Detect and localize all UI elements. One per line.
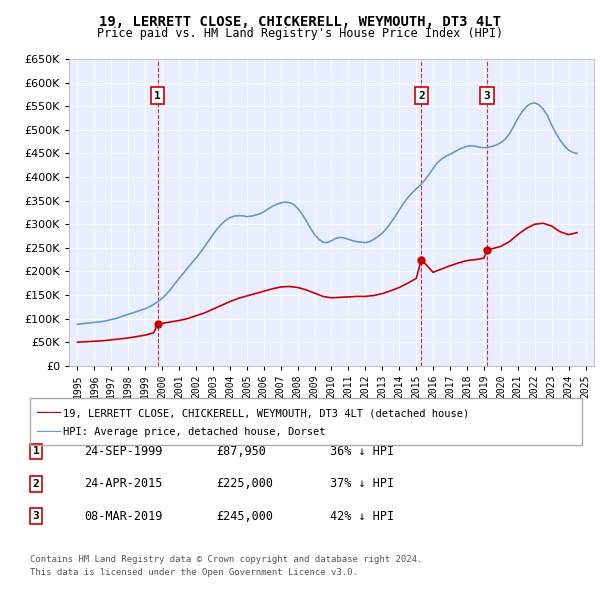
Text: 24-APR-2015: 24-APR-2015 bbox=[84, 477, 163, 490]
Text: 3: 3 bbox=[484, 91, 490, 101]
Text: 2: 2 bbox=[418, 91, 425, 101]
Text: This data is licensed under the Open Government Licence v3.0.: This data is licensed under the Open Gov… bbox=[30, 568, 358, 577]
Text: £245,000: £245,000 bbox=[216, 510, 273, 523]
Text: £225,000: £225,000 bbox=[216, 477, 273, 490]
Text: 19, LERRETT CLOSE, CHICKERELL, WEYMOUTH, DT3 4LT (detached house): 19, LERRETT CLOSE, CHICKERELL, WEYMOUTH,… bbox=[63, 408, 469, 418]
Text: 37% ↓ HPI: 37% ↓ HPI bbox=[330, 477, 394, 490]
Text: ───: ─── bbox=[36, 406, 70, 420]
Text: 24-SEP-1999: 24-SEP-1999 bbox=[84, 445, 163, 458]
Text: 1: 1 bbox=[154, 91, 161, 101]
Text: 36% ↓ HPI: 36% ↓ HPI bbox=[330, 445, 394, 458]
Text: 42% ↓ HPI: 42% ↓ HPI bbox=[330, 510, 394, 523]
Text: HPI: Average price, detached house, Dorset: HPI: Average price, detached house, Dors… bbox=[63, 428, 325, 437]
Text: Contains HM Land Registry data © Crown copyright and database right 2024.: Contains HM Land Registry data © Crown c… bbox=[30, 555, 422, 564]
Text: 3: 3 bbox=[32, 512, 40, 521]
Text: £87,950: £87,950 bbox=[216, 445, 266, 458]
Text: 08-MAR-2019: 08-MAR-2019 bbox=[84, 510, 163, 523]
Text: 2: 2 bbox=[32, 479, 40, 489]
Text: 1: 1 bbox=[32, 447, 40, 456]
Text: Price paid vs. HM Land Registry's House Price Index (HPI): Price paid vs. HM Land Registry's House … bbox=[97, 27, 503, 40]
Text: 19, LERRETT CLOSE, CHICKERELL, WEYMOUTH, DT3 4LT: 19, LERRETT CLOSE, CHICKERELL, WEYMOUTH,… bbox=[99, 15, 501, 29]
Text: ───: ─── bbox=[36, 425, 70, 440]
